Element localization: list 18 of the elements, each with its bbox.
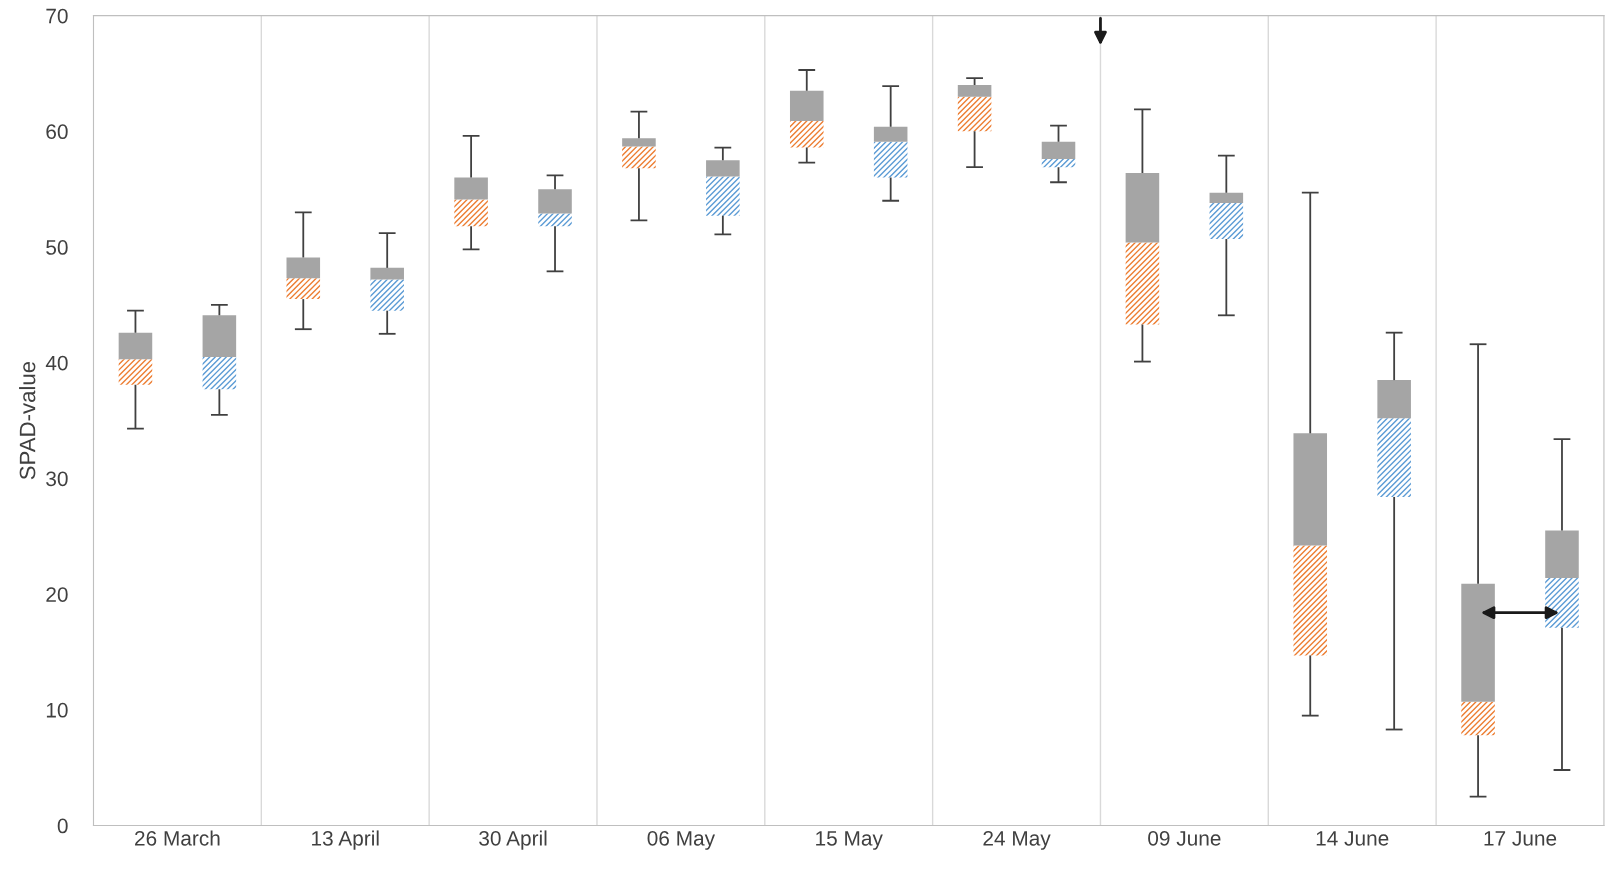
x-tick-label: 09 June [1148, 830, 1221, 846]
y-tick-label: 50 [46, 240, 68, 255]
y-axis-title: SPAD-value [19, 361, 36, 480]
y-tick-label: 0 [57, 818, 68, 834]
y-tick-label: 70 [46, 8, 68, 24]
y-tick-label: 40 [45, 355, 68, 371]
x-tick-label: 15 May [816, 831, 883, 850]
x-tick-label: 17 June [1484, 831, 1557, 846]
x-tick-label: 06 May [647, 830, 716, 850]
x-tick-label: 24 May [983, 830, 1051, 850]
y-tick-label: 10 [46, 702, 68, 718]
x-tick-label: 13 April [312, 830, 379, 850]
y-tick-label: 20 [46, 587, 68, 602]
x-tick-label: 14 June [1316, 831, 1389, 846]
x-tick-label: 26 March [135, 830, 220, 846]
y-tick-label: 30 [46, 471, 68, 487]
y-tick-label: 60 [46, 124, 68, 140]
x-tick-label: 30 April [479, 830, 547, 850]
